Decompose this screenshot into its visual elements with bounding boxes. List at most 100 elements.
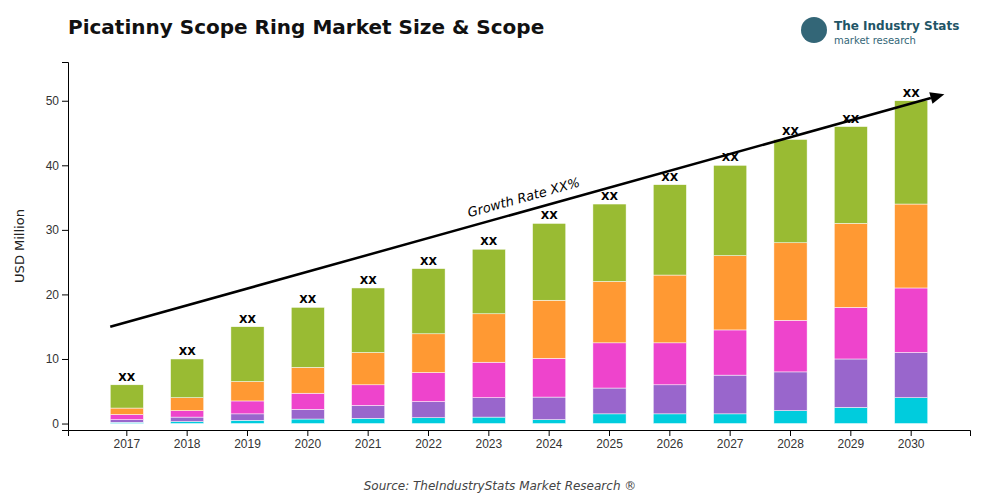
y-tick-mark — [62, 359, 68, 360]
y-tick: 20 — [46, 288, 68, 302]
bar — [352, 353, 385, 385]
bars — [110, 101, 928, 424]
x-tick-label: 2020 — [294, 437, 321, 451]
bar — [171, 422, 204, 424]
y-tick-label: 20 — [46, 288, 60, 302]
data-label: XX — [903, 87, 920, 100]
x-tick-mark — [850, 430, 851, 436]
y-tick-mark — [62, 294, 68, 295]
x-tick-label: 2029 — [837, 437, 864, 451]
x-tick: 2020 — [294, 430, 321, 451]
x-tick: 2025 — [596, 430, 623, 451]
x-tick: 2023 — [475, 430, 502, 451]
y-tick-mark — [62, 230, 68, 231]
bar — [714, 414, 747, 424]
x-tick: 2027 — [717, 430, 744, 451]
bar — [291, 393, 324, 409]
x-tick-label: 2028 — [777, 437, 804, 451]
x-tick-label: 2022 — [415, 437, 442, 451]
x-tick-mark — [790, 430, 791, 436]
bar — [834, 127, 867, 224]
y-tick-label: 30 — [46, 223, 60, 237]
x-axis-line — [69, 431, 971, 437]
x-tick: 2028 — [777, 430, 804, 451]
bar — [171, 411, 204, 417]
y-tick-mark — [62, 424, 68, 425]
bar — [593, 343, 626, 388]
y-tick-label: 40 — [46, 159, 60, 173]
bar — [653, 343, 686, 385]
x-tick: 2017 — [113, 430, 140, 451]
bar — [895, 288, 928, 353]
x-tick-label: 2018 — [174, 437, 201, 451]
bar — [714, 256, 747, 330]
data-label: XX — [118, 371, 135, 384]
bar — [352, 418, 385, 423]
bar — [291, 419, 324, 424]
x-tick-mark — [609, 430, 610, 436]
bar — [472, 398, 505, 417]
bar — [895, 204, 928, 288]
data-label: XX — [480, 235, 497, 248]
bar — [834, 359, 867, 407]
x-tick-mark — [549, 430, 550, 436]
bar — [412, 418, 445, 424]
arrow-head — [929, 92, 944, 104]
bar — [412, 373, 445, 402]
data-label: XX — [299, 293, 316, 306]
annotations: XXXXXXXXXXXXXXXXXXXXXXXXXXXXGrowth Rate … — [110, 87, 944, 384]
growth-arrow — [110, 92, 944, 326]
bar — [231, 327, 264, 382]
bar — [533, 397, 566, 420]
x-tick-mark — [368, 430, 369, 436]
bar — [472, 362, 505, 398]
bar — [472, 314, 505, 362]
bar — [472, 249, 505, 314]
x-tick: 2022 — [415, 430, 442, 451]
x-tick-mark — [669, 430, 670, 436]
bar — [110, 408, 143, 414]
bar — [231, 414, 264, 420]
y-axis-title: USD Million — [12, 209, 27, 283]
bar — [231, 420, 264, 423]
bar — [110, 420, 143, 423]
bar — [171, 398, 204, 411]
bar — [653, 385, 686, 414]
bar — [412, 269, 445, 334]
x-tick: 2018 — [174, 430, 201, 451]
y-axis-line — [62, 63, 69, 431]
bar — [895, 101, 928, 204]
x-tick: 2030 — [898, 430, 925, 451]
bar — [533, 358, 566, 397]
x-tick: 2029 — [837, 430, 864, 451]
data-label: XX — [239, 313, 256, 326]
x-tick-label: 2026 — [656, 437, 683, 451]
bar — [533, 420, 566, 424]
y-tick-label: 0 — [52, 417, 59, 431]
bar — [714, 165, 747, 255]
bar — [593, 204, 626, 281]
bar — [774, 372, 807, 411]
bar — [714, 375, 747, 414]
x-tick-mark — [307, 430, 308, 436]
logo-text: The Industry Stats — [834, 19, 959, 33]
growth-label: Growth Rate XX% — [466, 175, 582, 221]
bar — [774, 411, 807, 424]
bar — [171, 359, 204, 398]
x-tick-mark — [428, 430, 429, 436]
x-tick-mark — [126, 430, 127, 436]
data-label: XX — [360, 274, 377, 287]
x-tick: 2024 — [536, 430, 563, 451]
bar — [412, 334, 445, 373]
bar — [110, 415, 143, 420]
bar — [291, 409, 324, 419]
y-tick-mark — [62, 165, 68, 166]
data-label: XX — [541, 209, 558, 222]
x-tick-label: 2021 — [355, 437, 382, 451]
bar — [533, 223, 566, 300]
y-tick: 0 — [52, 417, 68, 431]
bar — [412, 402, 445, 418]
bar — [653, 414, 686, 424]
logo-text: market research — [834, 35, 916, 46]
bar — [110, 385, 143, 408]
